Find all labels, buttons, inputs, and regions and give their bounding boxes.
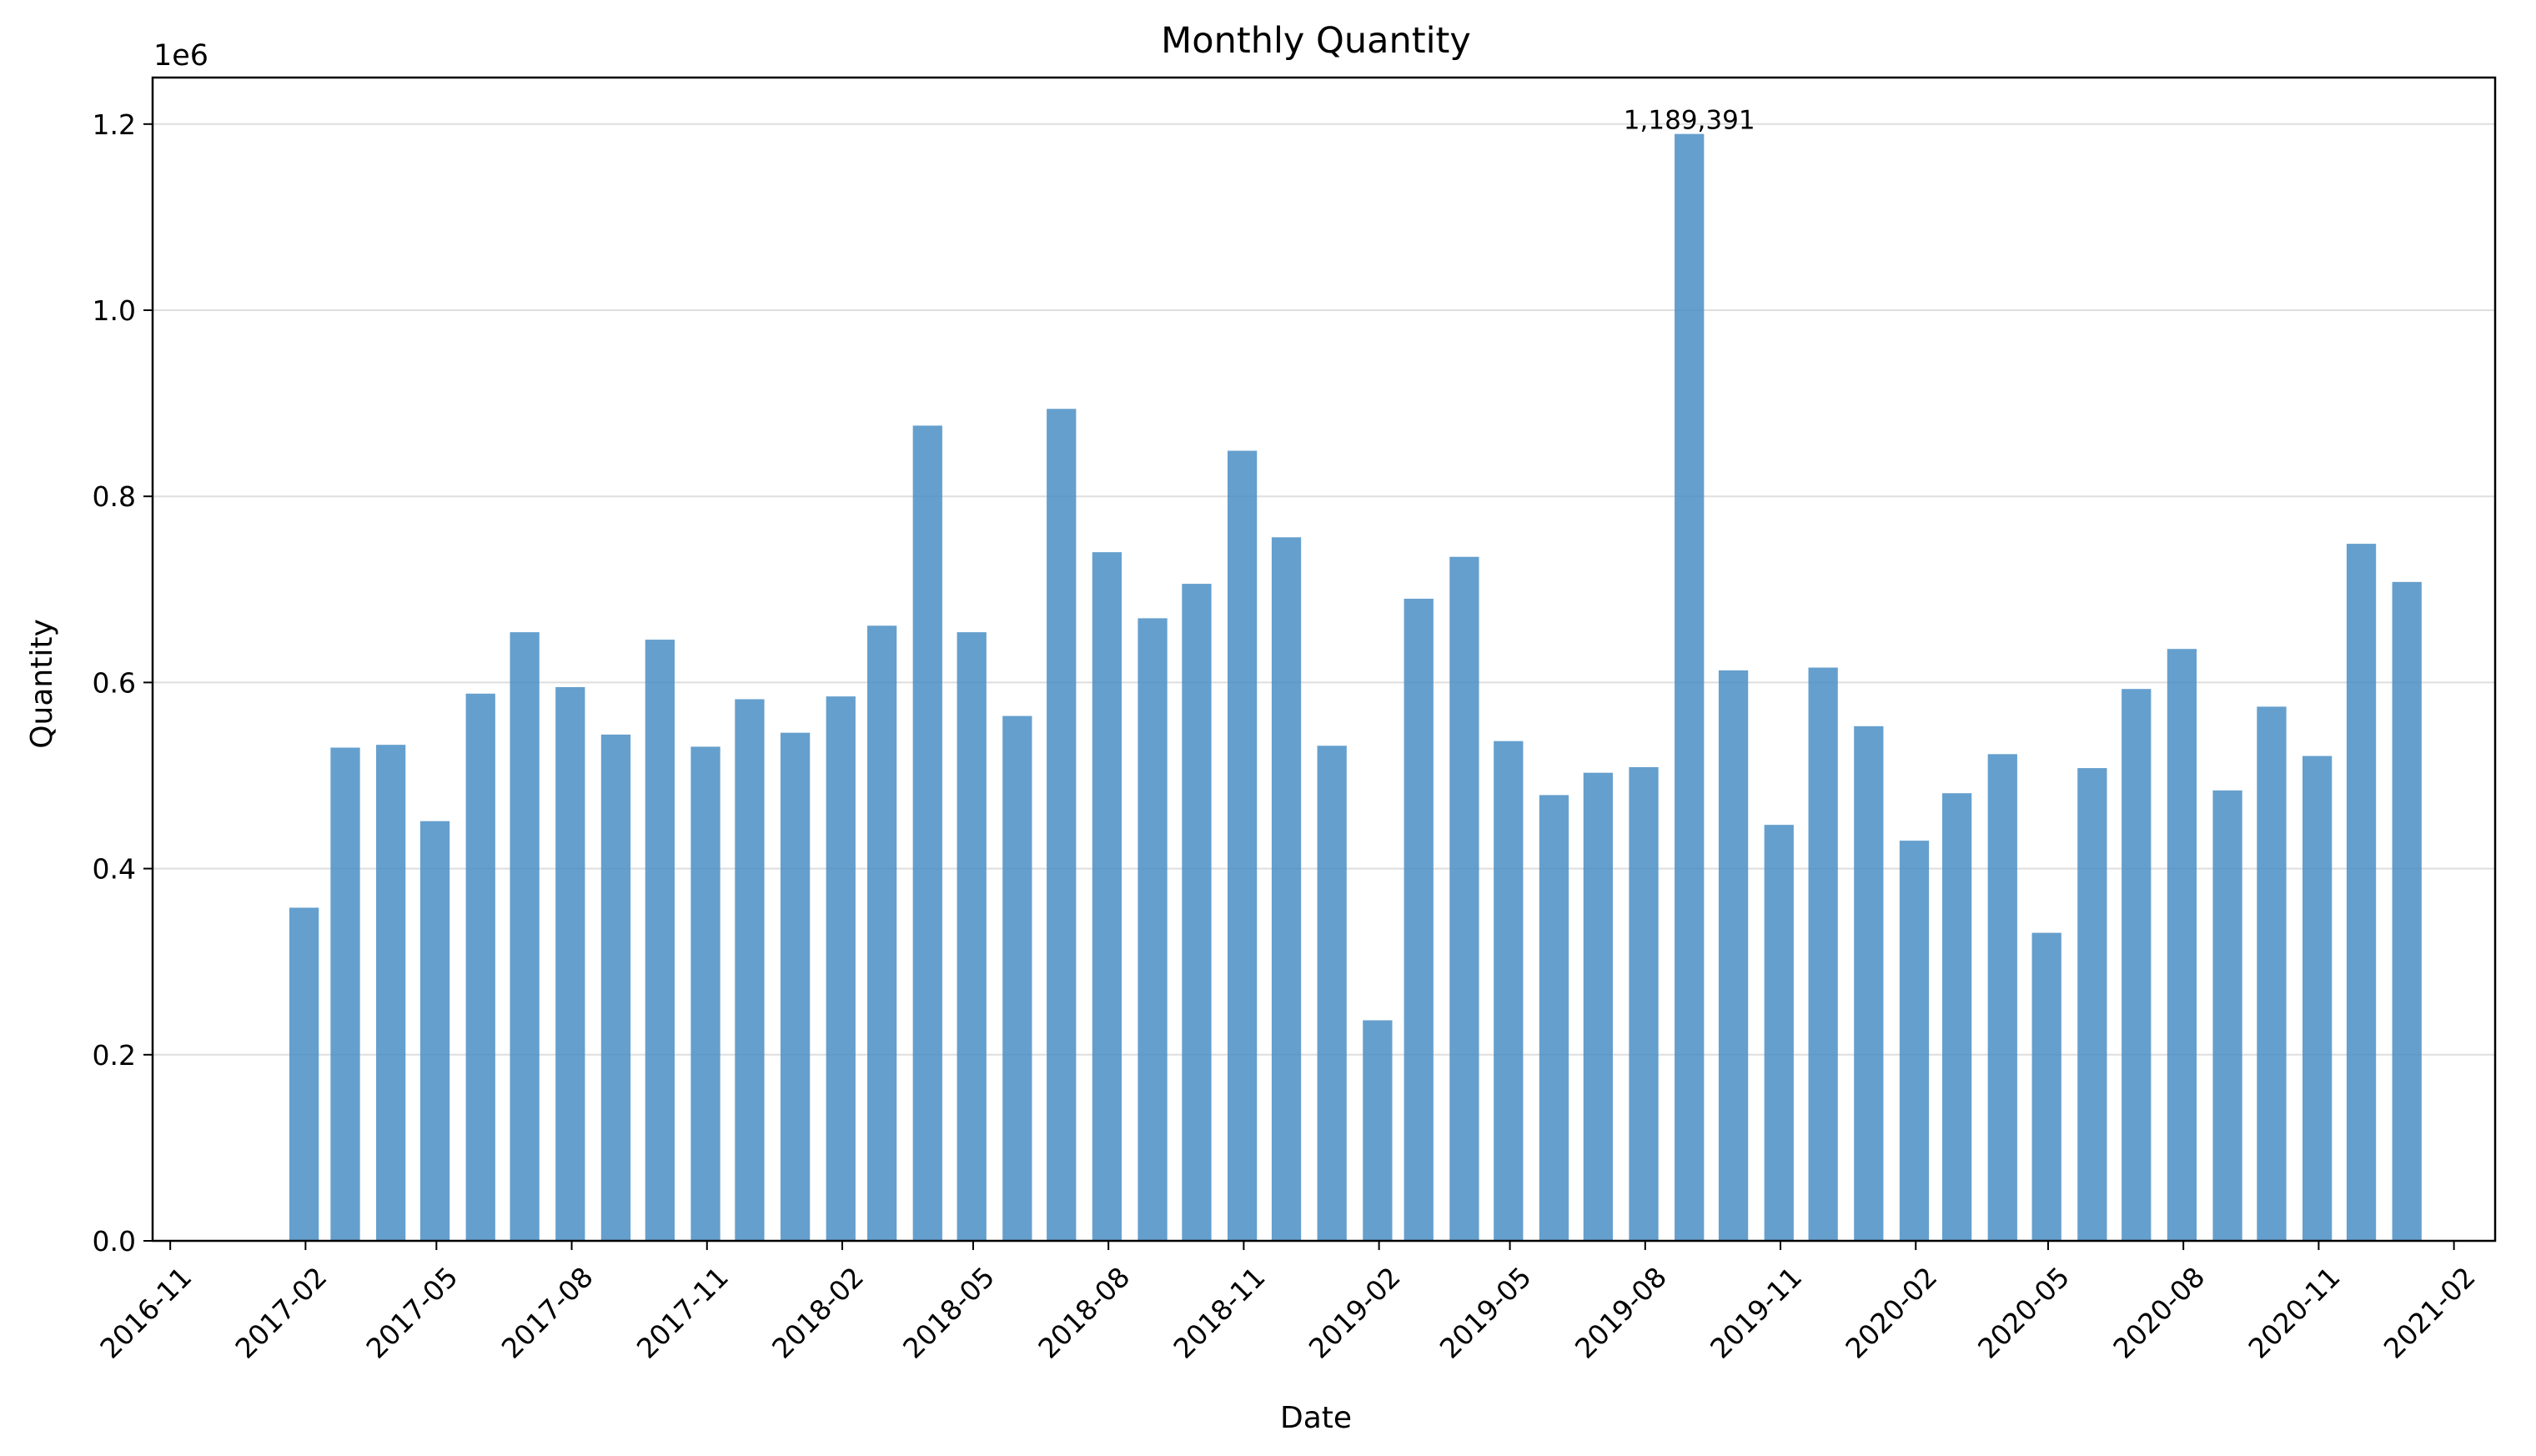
bar	[1182, 584, 1212, 1241]
bar	[2077, 768, 2107, 1241]
bar	[957, 632, 987, 1241]
bar	[1718, 670, 1749, 1241]
y-tick-label: 0.6	[93, 666, 136, 699]
bar	[1137, 618, 1168, 1241]
bar	[1047, 409, 1077, 1241]
bar	[1449, 556, 1479, 1241]
data-labels: 1,189,391	[1624, 106, 1755, 136]
y-axis-label: Quantity	[25, 619, 59, 749]
bar	[645, 640, 675, 1241]
y-tick-label: 0.0	[93, 1225, 136, 1258]
x-axis-label: Date	[1280, 1401, 1352, 1435]
bar	[1987, 754, 2017, 1241]
bar	[376, 745, 406, 1241]
bar	[1539, 795, 1569, 1241]
bar	[1092, 552, 1122, 1241]
bar	[735, 699, 765, 1241]
plot-frame	[151, 76, 2497, 1243]
bar-value-label: 1,189,391	[1624, 106, 1755, 136]
bar	[510, 632, 540, 1241]
bar	[1583, 772, 1613, 1241]
bar	[600, 734, 631, 1241]
y-tick-label: 1.0	[93, 294, 136, 327]
bar	[780, 732, 811, 1241]
bar	[330, 747, 360, 1241]
bar	[1228, 450, 1258, 1241]
bar	[289, 907, 319, 1241]
bar	[1363, 1020, 1393, 1241]
bar	[1854, 725, 1884, 1241]
y-tick-label: 0.8	[93, 480, 136, 513]
bar	[690, 746, 721, 1241]
bar	[826, 696, 856, 1241]
y-tick-label: 0.2	[93, 1039, 136, 1072]
bar	[2212, 790, 2242, 1241]
bar	[419, 821, 450, 1241]
bar	[2122, 689, 2152, 1241]
y-axis: 0.0 0.2 0.4 0.6 0.8 1.0 1.2	[93, 108, 153, 1258]
bar	[1404, 598, 1434, 1241]
bar	[2031, 932, 2061, 1241]
chart-title: Monthly Quantity	[1161, 20, 1471, 62]
bar	[1808, 667, 1838, 1241]
bar	[2167, 649, 2197, 1241]
bar	[912, 425, 942, 1241]
bar	[465, 693, 495, 1241]
bar	[2302, 756, 2333, 1241]
bar	[1941, 793, 1972, 1241]
bar	[1271, 537, 1302, 1241]
bar	[2392, 581, 2422, 1241]
y-tick-label: 1.2	[93, 108, 136, 141]
bar	[866, 625, 897, 1241]
bar	[2257, 706, 2287, 1241]
bar	[1899, 841, 1930, 1241]
bar	[1675, 133, 1705, 1241]
bar	[555, 686, 585, 1241]
y-axis-scale-label: 1e6	[153, 39, 208, 73]
bar	[1764, 825, 1794, 1241]
y-tick-label: 0.4	[93, 853, 136, 886]
bar	[1629, 766, 1659, 1241]
bar	[1002, 715, 1032, 1241]
bar	[1494, 741, 1524, 1241]
bar	[2346, 544, 2377, 1241]
bars	[289, 133, 2422, 1241]
bar	[1317, 746, 1347, 1241]
